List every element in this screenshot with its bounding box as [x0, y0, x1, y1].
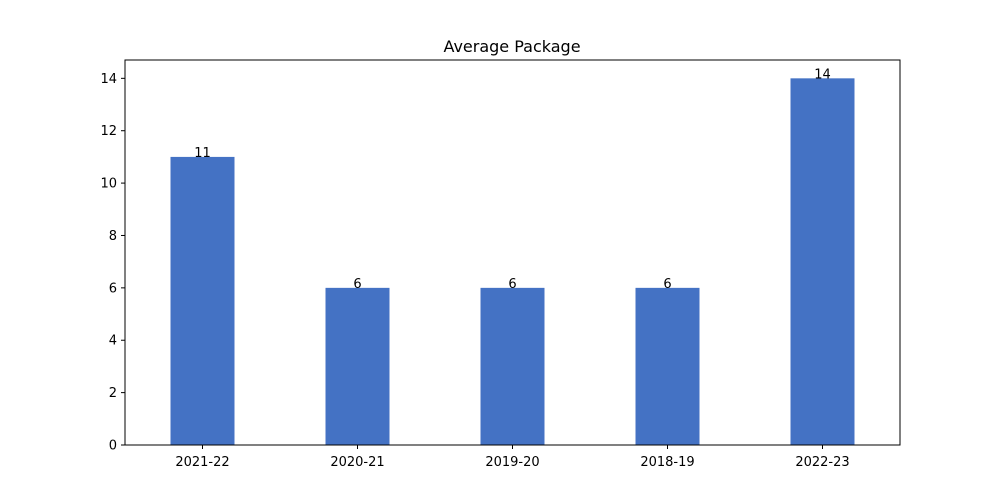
y-tick-label: 0 [109, 439, 117, 454]
x-tick-label: 2019-20 [485, 455, 539, 470]
data-label-2020-21: 6 [353, 277, 361, 292]
plot-frame [124, 59, 901, 446]
x-tick-label: 2020-21 [330, 455, 384, 470]
x-tick-label: 2021-22 [175, 455, 229, 470]
y-tick-label: 14 [100, 72, 117, 87]
data-label-2019-20: 6 [508, 277, 516, 292]
y-tick-label: 4 [109, 334, 117, 349]
data-labels-layer: 11 6 6 6 14 [194, 67, 831, 292]
x-axis: 2021-22 2020-21 2019-20 2018-19 2022-23 [175, 445, 850, 470]
data-label-2022-23: 14 [814, 67, 831, 82]
y-tick-label: 10 [100, 177, 117, 192]
x-tick-label: 2022-23 [795, 455, 849, 470]
x-tick-label: 2018-19 [640, 455, 694, 470]
bar-2019-20 [480, 287, 545, 445]
y-tick-label: 2 [109, 386, 117, 401]
bar-2021-22 [170, 156, 235, 445]
bar-2018-19 [635, 287, 700, 445]
y-axis: 0 2 4 6 8 10 12 14 [100, 72, 125, 454]
bars-layer [170, 78, 855, 445]
y-tick-label: 8 [109, 229, 117, 244]
bar-2020-21 [325, 287, 390, 445]
data-label-2021-22: 11 [194, 146, 211, 161]
bar-2022-23 [790, 78, 855, 445]
chart-title: Average Package [443, 37, 580, 56]
data-label-2018-19: 6 [663, 277, 671, 292]
y-tick-label: 12 [100, 124, 117, 139]
y-tick-label: 6 [109, 281, 117, 296]
